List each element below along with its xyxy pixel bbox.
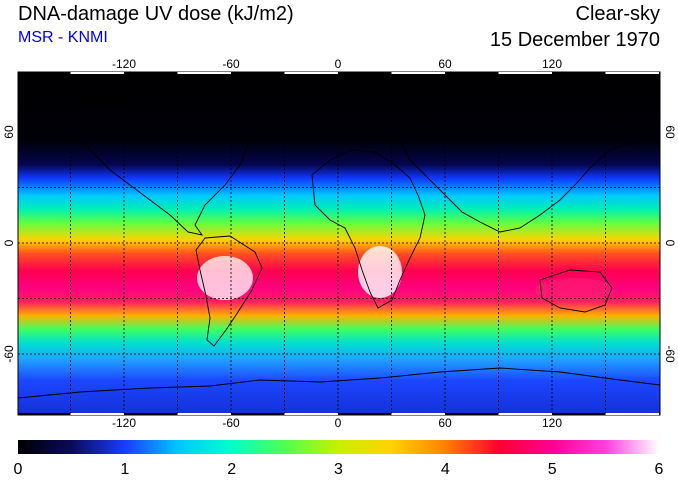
colorbar: [18, 440, 659, 454]
map-title: DNA-damage UV dose (kJ/m2): [18, 3, 294, 25]
colorbar-tick-label: 6: [655, 461, 664, 478]
colorbar-tick-label: 1: [120, 461, 129, 478]
africa-hotspot: [358, 246, 402, 298]
uv-field: [18, 72, 660, 415]
longitude-label-top: 120: [542, 57, 562, 71]
north-america-coast: [59, 95, 251, 236]
sky-condition-label: Clear-sky: [575, 3, 660, 25]
axis-labels: -120 -120 -60 -60 0 0 60 60 120 120 60 60 0 0 -60 -60: [2, 57, 677, 430]
graticule: [18, 72, 660, 415]
longitude-label-top: 0: [335, 57, 342, 71]
colorbar-labels: 0 1 2 3 4 5 6: [14, 461, 664, 478]
longitude-label-bottom: -120: [112, 416, 136, 430]
latitude-label-right: 60: [663, 125, 677, 139]
colorbar-tick-label: 2: [227, 461, 236, 478]
australia-band: [535, 278, 615, 302]
date-label: 15 December 1970: [489, 29, 660, 51]
latitude-label-right: 0: [663, 240, 677, 247]
longitude-label-top: -60: [222, 57, 240, 71]
longitude-label-bottom: 120: [542, 416, 562, 430]
coastlines: [18, 91, 660, 399]
antarctica-coast: [18, 367, 660, 399]
longitude-label-top: 60: [438, 57, 452, 71]
australia-coast: [539, 269, 613, 313]
source-label: MSR - KNMI: [18, 29, 108, 46]
latitude-label-left: 0: [2, 239, 16, 246]
colorbar-tick-label: 3: [334, 461, 343, 478]
latitude-label-left: -60: [2, 345, 16, 363]
andes-hotspot: [197, 256, 253, 300]
greenland-coast: [254, 91, 301, 131]
latitude-label-left: 60: [2, 125, 16, 139]
longitude-label-bottom: 60: [438, 416, 452, 430]
eurasia-coast: [394, 103, 651, 233]
hotspots: [197, 246, 615, 302]
colorbar-tick-label: 4: [441, 461, 450, 478]
longitude-label-bottom: -60: [222, 416, 240, 430]
south-america-coast: [195, 235, 263, 347]
longitude-label-top: -120: [112, 57, 136, 71]
europe-africa-coast: [311, 149, 426, 309]
colorbar-tick-label: 5: [548, 461, 557, 478]
longitude-label-bottom: 0: [335, 416, 342, 430]
colorbar-tick-label: 0: [14, 461, 23, 478]
frame-ticks: [18, 72, 659, 415]
latitude-label-right: -60: [663, 345, 677, 363]
